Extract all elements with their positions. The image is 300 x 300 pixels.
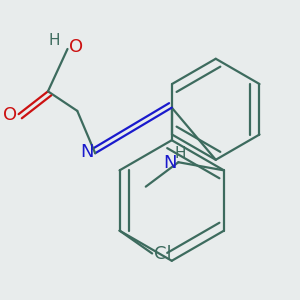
Text: H: H: [49, 33, 60, 48]
Text: O: O: [69, 38, 83, 56]
Text: N: N: [80, 143, 94, 161]
Text: O: O: [3, 106, 17, 124]
Text: Cl: Cl: [154, 245, 171, 263]
Text: N: N: [163, 154, 177, 172]
Text: H: H: [174, 146, 186, 160]
